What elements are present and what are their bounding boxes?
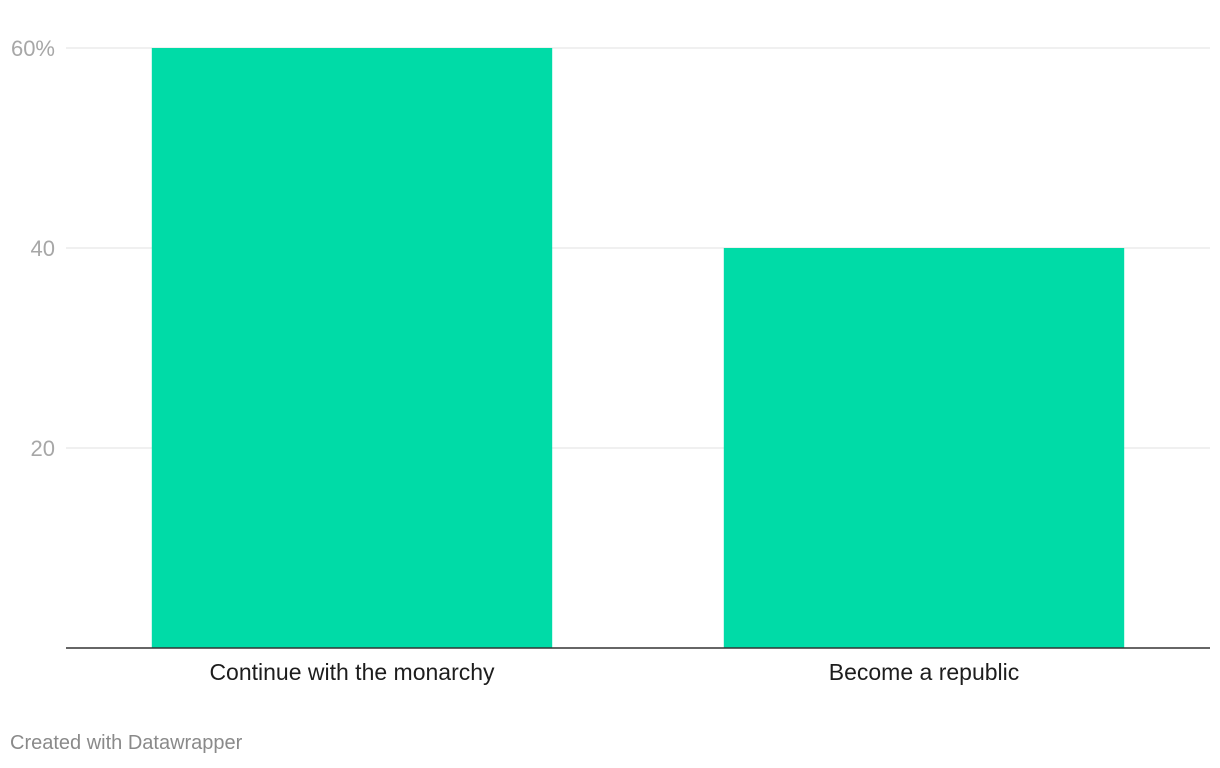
- category-label: Become a republic: [829, 659, 1020, 685]
- bar: [723, 248, 1125, 648]
- y-tick-label: 40: [31, 236, 55, 261]
- y-axis-tick-labels: 60% 40 20: [11, 36, 55, 461]
- bars: [151, 48, 1125, 648]
- y-tick-label: 60%: [11, 36, 55, 61]
- bar: [151, 48, 553, 648]
- category-label: Continue with the monarchy: [209, 659, 495, 685]
- datawrapper-credit[interactable]: Created with Datawrapper: [10, 732, 243, 754]
- bar-chart: 60% 40 20 Continue with the monarchy Become…: [11, 36, 1210, 685]
- x-axis-category-labels: Continue with the monarchy Become a repub…: [209, 659, 1019, 685]
- y-tick-label: 20: [31, 436, 55, 461]
